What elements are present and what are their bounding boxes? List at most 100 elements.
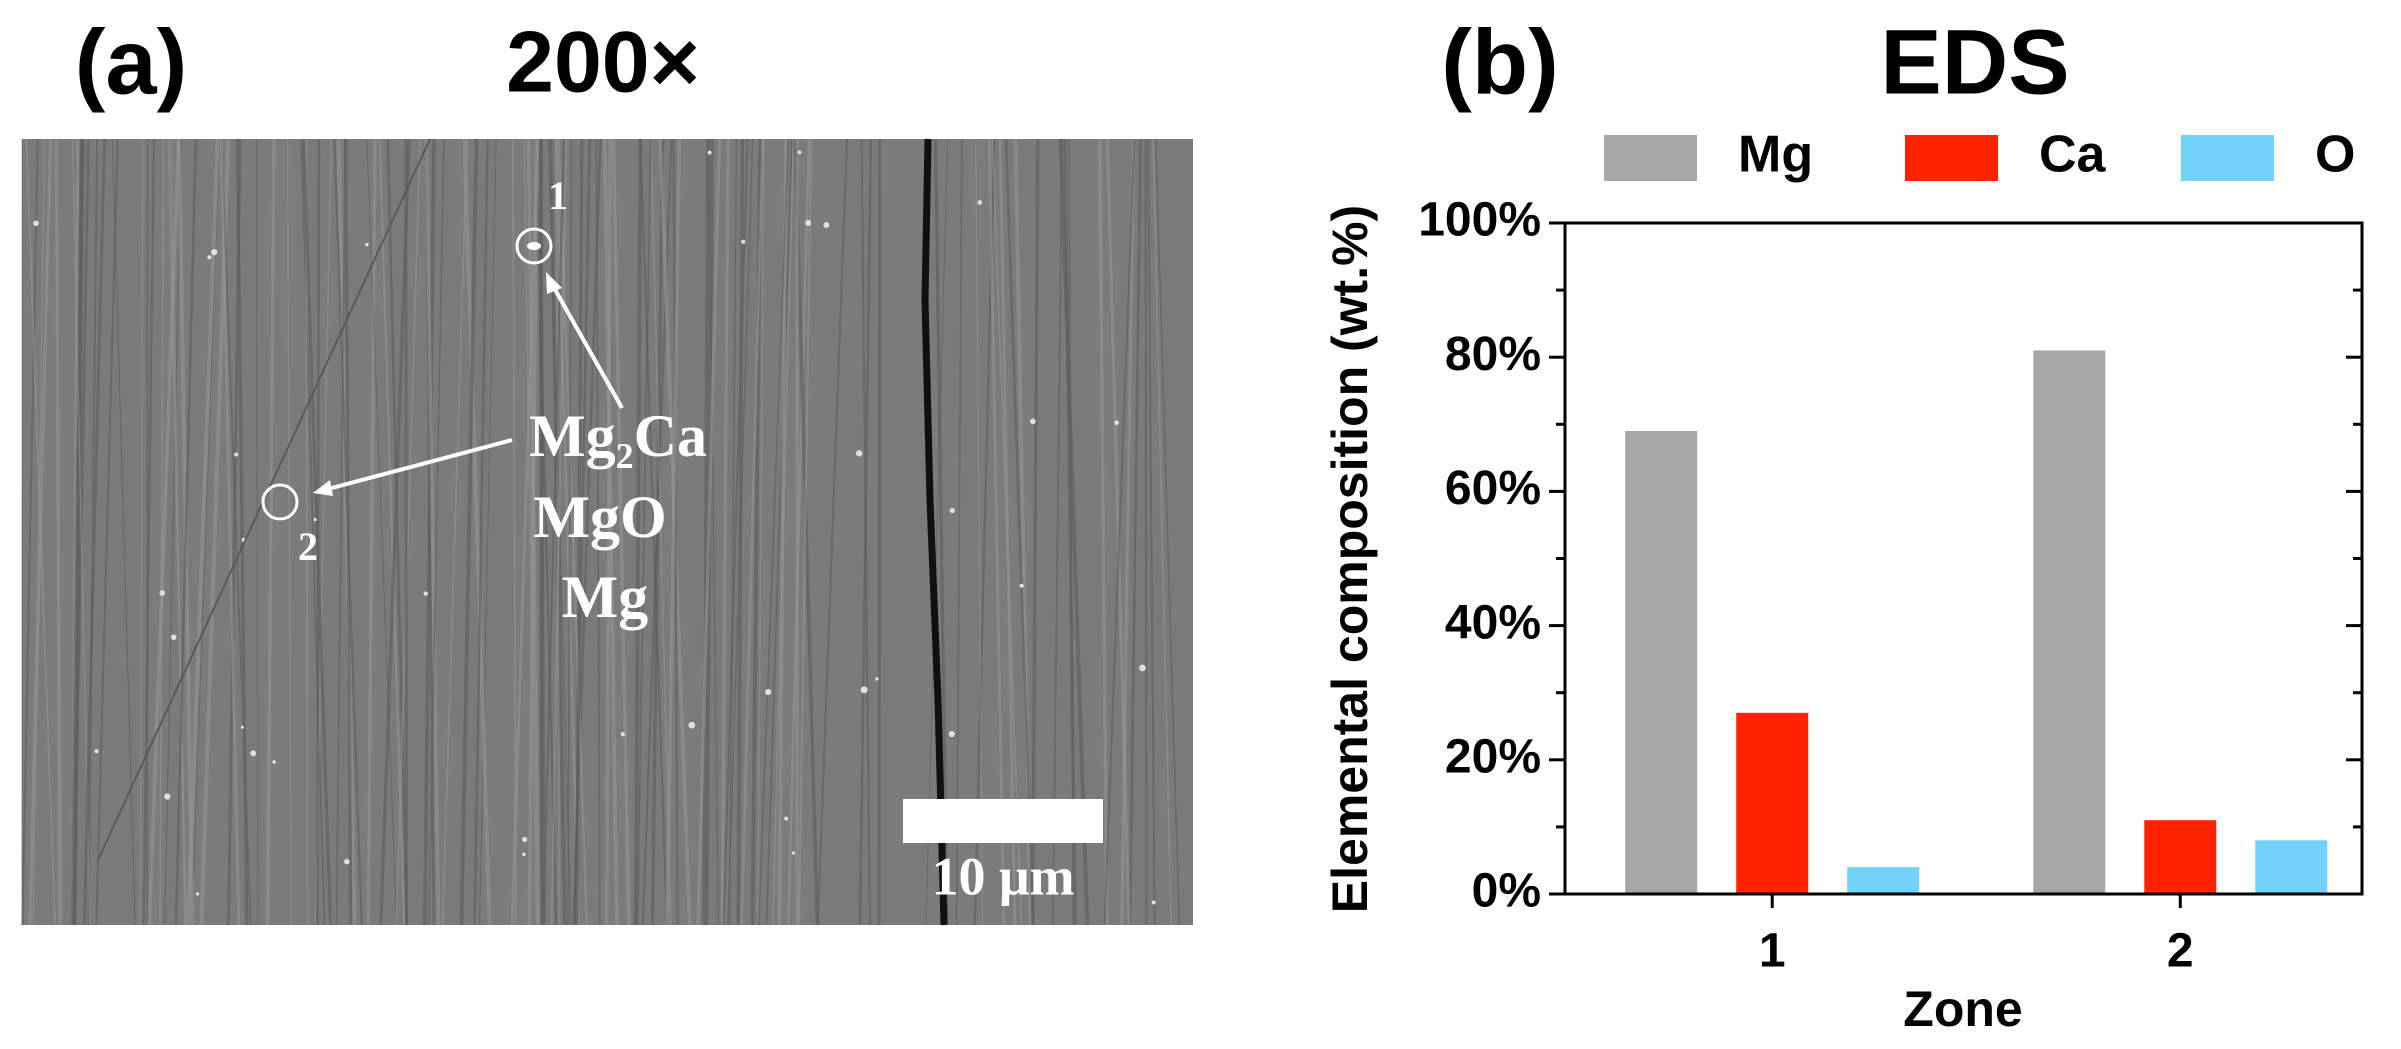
chart-title: EDS [1880,11,2069,113]
streak [1154,138,1181,926]
point-label: 2 [298,524,318,569]
streak [605,138,612,926]
streak [25,138,56,926]
arrow-head [546,272,562,294]
phase-label: Mg₂Ca [529,403,707,469]
scale-bar [903,799,1103,843]
phase-label: Mg [562,564,649,630]
sem-image [21,138,1193,926]
streak [542,138,565,926]
streak [765,138,793,926]
streak [174,138,198,926]
y-axis-label: Elemental composition (wt.%) [1322,205,1378,913]
speck [784,816,789,821]
streak [708,138,720,926]
streak [988,138,1006,926]
speck [313,517,317,522]
streak [650,138,672,926]
streak [772,138,795,926]
streak [185,138,220,926]
streak [462,138,492,926]
streak [720,138,730,926]
bar [1625,431,1698,894]
streak [111,138,136,926]
point-marker [515,227,553,265]
speck [195,892,200,896]
streak [633,138,643,926]
speck [522,852,526,857]
arrow [551,285,624,409]
streak [167,138,187,926]
arrow [327,438,513,491]
speck [211,249,218,256]
phase-label: MgO [533,484,666,550]
bar [1736,712,1809,894]
streak [728,138,738,926]
speck [33,220,39,227]
y-tick-label: 100% [1418,194,1541,247]
speck [344,858,350,865]
speck [688,721,696,729]
scale-bar-label: 10 μm [931,846,1074,906]
streak [1030,138,1040,926]
streak [191,138,221,926]
plot-frame [1563,221,2364,896]
speck [1139,664,1146,672]
streak [955,138,963,926]
streak [379,138,411,926]
streak [736,138,745,926]
speck [860,686,868,694]
streak [335,138,347,926]
speck [1151,900,1156,905]
streak [740,138,765,926]
streak [816,138,848,926]
legend-label: Mg [1738,126,1813,184]
streak [722,138,749,926]
point-marker [261,483,299,521]
speck [805,219,812,226]
streak [1004,138,1035,926]
streak [286,138,293,926]
streak [95,138,119,926]
streak [611,138,631,926]
speck [159,590,166,596]
speck [423,591,428,596]
panel-title: 200× [506,15,700,111]
streak [975,138,984,926]
speck [791,851,796,855]
streak [933,138,949,926]
streak [478,138,497,926]
particle [527,242,541,250]
streak [459,138,479,926]
speck [1019,583,1024,588]
speck [949,508,955,514]
speck [823,222,830,228]
streak [366,138,377,926]
speck [948,730,955,738]
speck [207,255,212,260]
streak [1147,138,1156,926]
streak [1103,138,1136,926]
x-tick-label: 1 [1759,925,1786,978]
legend-label: O [2315,126,2355,184]
streak [510,138,539,926]
speck [855,450,863,457]
y-tick-label: 60% [1445,462,1541,515]
legend-swatch [1604,135,1697,181]
streak [925,138,949,926]
speck [1114,420,1119,426]
speck [707,150,712,155]
streak [550,138,568,926]
legend-swatch [2181,135,2274,181]
streak [441,138,469,926]
streak [1098,138,1109,926]
streak [526,138,541,926]
streak [395,138,421,926]
streak [424,138,441,926]
streak [1128,138,1142,926]
speck [522,836,528,843]
streak [702,138,710,926]
point-label: 1 [548,173,568,218]
streak [336,138,357,926]
